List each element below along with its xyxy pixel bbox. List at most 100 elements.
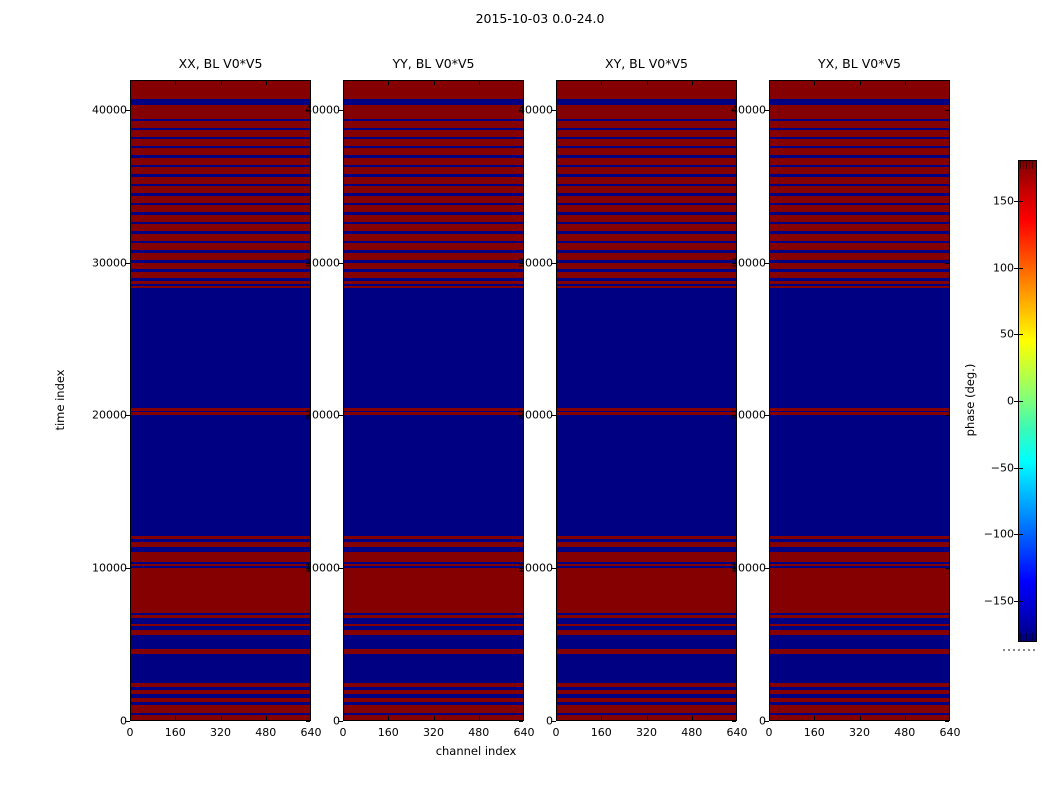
x-tick-label: 320 — [849, 726, 870, 739]
phase-band-negative — [131, 687, 310, 691]
phase-band-negative — [557, 136, 736, 140]
phase-band-negative — [770, 712, 949, 716]
phase-band-negative — [557, 613, 736, 616]
y-tick-label: 20000 — [731, 408, 766, 422]
phase-band-negative — [770, 278, 949, 282]
phase-band-negative — [770, 287, 949, 408]
heatmap-yy — [343, 80, 524, 721]
phase-band-positive — [131, 648, 310, 654]
phase-band-positive — [770, 697, 949, 702]
phase-band-positive — [344, 551, 523, 563]
phase-band-positive — [344, 121, 523, 128]
phase-band-negative — [770, 193, 949, 196]
y-tick-mark — [764, 568, 769, 570]
phase-band-positive — [131, 281, 310, 284]
phase-band-positive — [344, 407, 523, 412]
phase-band-positive — [770, 130, 949, 137]
y-tick-mark — [338, 568, 343, 570]
colorbar-top-hatch — [1020, 161, 1035, 169]
phase-band-positive — [770, 567, 949, 614]
phase-band-negative — [344, 283, 523, 286]
phase-band-negative — [131, 240, 310, 244]
phase-band-negative — [344, 145, 523, 149]
phase-band-negative — [344, 411, 523, 413]
y-tick-label: 30000 — [305, 256, 340, 270]
phase-band-negative — [344, 687, 523, 691]
x-tick-label: 320 — [636, 726, 657, 739]
y-tick-mark — [125, 262, 130, 264]
phase-band-positive — [131, 407, 310, 412]
phase-band-positive — [131, 186, 310, 194]
phase-band-negative — [557, 202, 736, 206]
phase-band-positive — [770, 535, 949, 540]
phase-band-negative — [344, 221, 523, 225]
y-tick-mark — [732, 568, 736, 570]
phase-band-positive — [344, 167, 523, 175]
phase-band-positive — [344, 535, 523, 540]
phase-band-positive — [131, 271, 310, 279]
phase-band-positive — [344, 186, 523, 194]
phase-band-positive — [557, 104, 736, 120]
panel-yy: YY, BL V0*V5 0 160 320 480 640 0 10000 20000 300… — [305, 56, 535, 739]
figure-title: 2015-10-03 0.0-24.0 — [475, 11, 605, 26]
phase-band-positive — [557, 186, 736, 194]
phase-band-negative — [344, 212, 523, 215]
phase-band-positive — [557, 81, 736, 99]
y-tick-mark — [764, 109, 769, 111]
phase-band-negative — [557, 221, 736, 225]
y-tick-label: 10000 — [518, 561, 553, 575]
colorbar-tick-mark — [1014, 467, 1023, 469]
panel-xx-title: XX, BL V0*V5 — [178, 56, 263, 71]
phase-band-positive — [557, 285, 736, 288]
phase-band-negative — [131, 562, 310, 565]
phase-band-positive — [770, 615, 949, 618]
phase-band-positive — [557, 121, 736, 128]
phase-band-negative — [770, 613, 949, 616]
phase-band-negative — [557, 193, 736, 196]
phase-band-negative — [770, 260, 949, 264]
phase-band-positive — [557, 407, 736, 412]
phase-band-negative — [344, 202, 523, 206]
phase-band-positive — [131, 705, 310, 713]
x-tick-mark — [478, 716, 480, 720]
heatmap-yx — [769, 80, 950, 721]
x-tick-mark — [904, 81, 906, 85]
phase-band-positive — [770, 407, 949, 412]
phase-band-negative — [770, 174, 949, 177]
phase-band-positive — [131, 623, 310, 627]
colorbar: 150 100 50 0 −50 −100 −150 — [984, 160, 1037, 642]
phase-band-positive — [557, 705, 736, 713]
phase-band-negative — [131, 269, 310, 272]
phase-band-positive — [344, 412, 523, 415]
y-tick-label: 30000 — [92, 256, 127, 270]
phase-band-negative — [344, 712, 523, 716]
x-tick-mark — [904, 716, 906, 720]
phase-band-negative — [557, 98, 736, 105]
y-tick-mark — [551, 415, 556, 417]
phase-band-positive — [557, 205, 736, 213]
phase-band-positive — [131, 690, 310, 695]
x-tick-label: 640 — [513, 726, 535, 739]
phase-band-negative — [131, 155, 310, 158]
y-tick-mark — [551, 721, 556, 722]
colorbar-tick-label: 150 — [993, 194, 1014, 208]
phase-band-negative — [344, 127, 523, 131]
phase-band-negative — [344, 701, 523, 706]
phase-band-positive — [770, 690, 949, 695]
phase-band-positive — [131, 139, 310, 146]
colorbar-tick-mark — [1014, 401, 1023, 402]
phase-band-negative — [344, 546, 523, 552]
phase-band-negative — [557, 283, 736, 286]
phase-band-negative — [131, 539, 310, 542]
y-tick-mark — [125, 568, 130, 570]
phase-band-negative — [770, 145, 949, 149]
phase-band-positive — [131, 121, 310, 128]
phase-band-negative — [557, 155, 736, 158]
phase-band-positive — [344, 176, 523, 184]
x-tick-mark — [388, 716, 390, 720]
y-tick-mark — [519, 415, 523, 417]
x-tick-mark — [220, 81, 222, 85]
y-tick-mark — [945, 109, 949, 111]
phase-band-negative — [344, 613, 523, 616]
phase-band-positive — [557, 535, 736, 540]
